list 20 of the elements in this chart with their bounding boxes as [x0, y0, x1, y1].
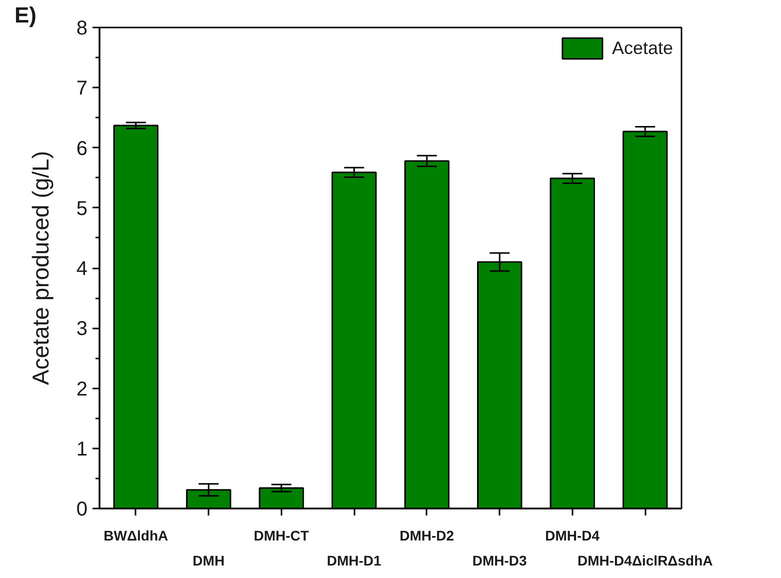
y-tick-label: 4 [76, 258, 88, 280]
x-tick-label: DMH-D4 [545, 528, 600, 544]
y-tick-label: 0 [76, 498, 88, 520]
y-axis-title: Acetate produced (g/L) [27, 151, 54, 385]
x-tick-label: BWΔldhA [104, 528, 168, 544]
x-tick-label: DMH-D1 [326, 552, 382, 568]
y-tick-label: 2 [76, 378, 88, 400]
y-tick-label: 7 [76, 78, 88, 100]
legend-label: Acetate [612, 38, 673, 58]
y-tick-label: 5 [76, 198, 88, 220]
y-tick-label: 1 [76, 438, 88, 460]
text: E) [14, 2, 36, 28]
x-tick-label: DMH-D2 [400, 528, 454, 544]
x-tick-label: DMH-CT [254, 528, 310, 544]
x-tick-label: DMH-D3 [472, 552, 528, 568]
y-tick-label: 8 [76, 18, 88, 40]
x-tick-label: DMH [192, 552, 225, 568]
y-tick-label: 3 [76, 318, 88, 340]
x-tick-label: DMH-D4ΔiclRΔsdhA [578, 552, 713, 568]
y-tick-label: 6 [76, 138, 88, 160]
